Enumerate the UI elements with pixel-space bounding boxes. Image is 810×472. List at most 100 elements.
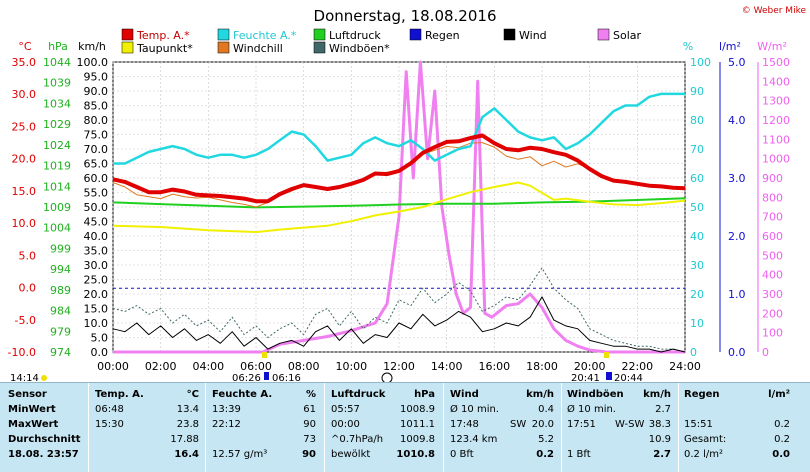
time-tick-label: 12:00 <box>383 360 415 373</box>
rain-tick-label: 2.0 <box>728 230 746 243</box>
solar-tick-label: 1200 <box>762 114 790 127</box>
rain-tick-label: 0.0 <box>728 346 746 359</box>
gust-max-dir: W-SW <box>615 419 645 430</box>
humidity-tick-label: 40 <box>690 230 704 243</box>
solar-tick-label: 100 <box>762 327 783 340</box>
solar-tick-label: 900 <box>762 172 783 185</box>
legend-label: Regen <box>425 29 460 42</box>
current-time-label: 14:14 <box>10 373 39 384</box>
pressure-tick-label: 979 <box>50 325 71 338</box>
legend-swatch <box>217 28 230 41</box>
legend-label: Temp. A.* <box>136 29 190 42</box>
time-tick-label: 20:00 <box>574 360 606 373</box>
rain-current: 0.0 <box>772 449 790 460</box>
stats-col-sensor: Sensor MinWert MaxWert Durchschnitt 18.0… <box>8 387 88 462</box>
hum-current: 90 <box>302 449 316 460</box>
pressure-tick-label: 989 <box>50 284 71 297</box>
stats-col-pressure: Luftdruck hPa 05:57 1008.9 00:00 1011.1 ^0.… <box>331 387 435 462</box>
stats-col-gust: Windböen km/h Ø 10 min. 2.7 17:51 W-SW 38.3 … <box>567 387 671 462</box>
series-line-solar <box>113 60 685 354</box>
wind-tick-label: 20.0 <box>84 288 109 301</box>
solar-tick-label: 500 <box>762 249 783 262</box>
gust-max: 38.3 <box>648 419 671 430</box>
wind-tick-label: 0.0 <box>91 346 109 359</box>
hum-avg: 73 <box>303 434 316 445</box>
stats-col-wind: Wind km/h Ø 10 min. 0.4 17:48 SW 20.0 123.4 … <box>450 387 554 462</box>
stats-header-rain: Regen <box>684 389 720 400</box>
wind-max-dir: SW <box>510 419 527 430</box>
solar-tick-label: 1100 <box>762 133 790 146</box>
solar-unit-label: W/m² <box>757 40 787 53</box>
stats-header-wind: Wind <box>450 389 479 400</box>
solar-tick-label: 1500 <box>762 56 790 69</box>
temp-current: 16.4 <box>174 449 199 460</box>
press-forecast: bewölkt <box>331 449 371 460</box>
rain-unit-label: l/m² <box>719 40 741 53</box>
wind-min: 0.4 <box>538 404 554 415</box>
stats-unit-gust: km/h <box>643 389 671 400</box>
press-current: 1010.8 <box>396 449 435 460</box>
legend-label: Solar <box>613 29 642 42</box>
wind-tick-label: 10.0 <box>84 317 109 330</box>
temp-tick-label: -5.0 <box>15 314 36 327</box>
humidity-tick-label: 20 <box>690 288 704 301</box>
temp-max-time: 15:30 <box>95 419 124 430</box>
legend-swatch <box>597 28 610 41</box>
wind-tick-label: 30.0 <box>84 259 109 272</box>
rain-tick-label: 4.0 <box>728 114 746 127</box>
press-max: 1011.1 <box>400 419 435 430</box>
temp-min: 13.4 <box>176 404 199 415</box>
pressure-tick-label: 999 <box>50 242 71 255</box>
press-max-time: 00:00 <box>331 419 360 430</box>
temp-min-time: 06:48 <box>95 404 124 415</box>
stats-col-humidity: Feuchte A.% 13:39 61 22:12 90 73 12.57 g/m… <box>212 387 316 462</box>
wind-current: 0.2 <box>536 449 554 460</box>
press-trend: ^0.7hPa/h <box>331 434 384 445</box>
legend-label: Luftdruck <box>329 29 381 42</box>
wind-unit-label: km/h <box>78 40 106 53</box>
press-min-time: 05:57 <box>331 404 360 415</box>
pressure-tick-label: 1029 <box>43 118 71 131</box>
legend-swatch <box>313 41 326 54</box>
wind-tick-label: 25.0 <box>84 274 109 287</box>
wind-run: 123.4 km <box>450 434 498 445</box>
temp-tick-label: 25.0 <box>12 120 37 133</box>
stats-unit-temp: °C <box>186 389 199 400</box>
wind-tick-label: 15.0 <box>84 303 109 316</box>
gust-min: 2.7 <box>655 404 671 415</box>
wind-tick-label: 90.0 <box>84 85 109 98</box>
stats-unit-pressure: hPa <box>414 389 435 400</box>
stats-row-label: MinWert <box>8 404 56 415</box>
solar-tick-label: 800 <box>762 191 783 204</box>
series-line-taupunkt <box>112 181 686 234</box>
humidity-tick-label: 10 <box>690 317 704 330</box>
wind-tick-label: 5.0 <box>91 332 109 345</box>
humidity-tick-label: 70 <box>690 143 704 156</box>
hum-min-time: 13:39 <box>212 404 241 415</box>
hum-max: 90 <box>303 419 316 430</box>
stats-unit-wind: km/h <box>526 389 554 400</box>
wind-tick-label: 65.0 <box>84 158 109 171</box>
wind-tick-label: 95.0 <box>84 71 109 84</box>
solar-tick-label: 600 <box>762 230 783 243</box>
rain-max-time: 15:51 <box>684 419 713 430</box>
wind-max-time: 17:48 <box>450 419 479 430</box>
stats-col-rain: Regen l/m² 15:51 0.2 Gesamt: 0.2 0.2 l/m² 0.… <box>684 387 790 462</box>
stats-header-gust: Windböen <box>567 389 624 400</box>
sunrise-time-alt: 06:16 <box>272 373 301 384</box>
sun-icon <box>41 375 47 381</box>
gust-max-time: 17:51 <box>567 419 596 430</box>
series-line-windben <box>112 267 686 353</box>
pressure-tick-label: 1039 <box>43 77 71 90</box>
legend-label: Feuchte A.* <box>233 29 297 42</box>
series-line-tempa <box>112 133 686 204</box>
legend-label: Wind <box>519 29 547 42</box>
statistics-table: Sensor MinWert MaxWert Durchschnitt 18.0… <box>0 382 810 472</box>
pressure-tick-label: 1014 <box>43 180 71 193</box>
time-tick-label: 14:00 <box>431 360 463 373</box>
time-tick-label: 08:00 <box>288 360 320 373</box>
stats-row-label: Durchschnitt <box>8 434 81 445</box>
pressure-tick-label: 1044 <box>43 56 71 69</box>
temp-avg: 17.88 <box>170 434 199 445</box>
pressure-tick-label: 984 <box>50 305 71 318</box>
